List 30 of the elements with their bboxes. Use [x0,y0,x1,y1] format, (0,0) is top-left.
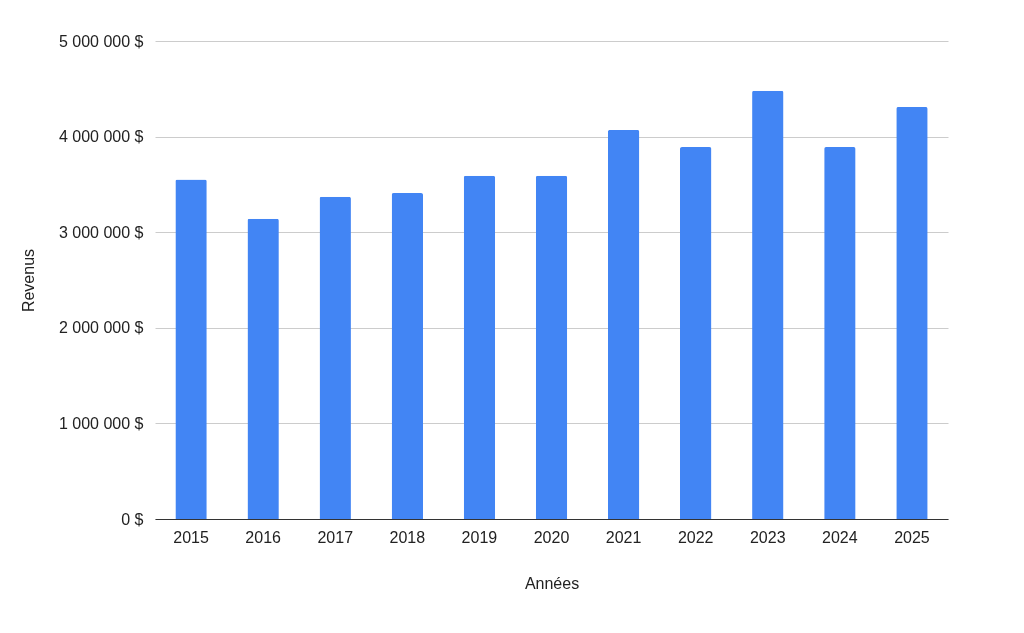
x-tick-label: 2020 [533,528,570,546]
bar [319,196,351,519]
bar [607,129,640,519]
y-axis-title: Revenus [19,248,37,313]
y-tick-label: 5 000 000 $ [58,32,144,50]
bar [463,175,496,519]
bar [175,179,207,519]
y-tick-label: 3 000 000 $ [58,223,144,241]
x-tick-label: 2021 [605,528,642,546]
bar [824,147,856,519]
x-tick-label: 2025 [894,528,930,546]
bar [535,175,568,519]
x-tick-label: 2015 [173,528,209,546]
bar [752,90,784,519]
x-tick-label: 2022 [677,528,714,546]
bar [391,193,424,519]
bar [679,147,712,519]
x-tick-label: 2018 [389,528,426,546]
y-tick-label: 2 000 000 $ [58,319,144,337]
x-tick-label: 2017 [317,528,354,546]
bar [247,218,279,519]
x-tick-label: 2024 [822,528,858,546]
x-tick-label: 2016 [245,528,282,546]
y-tick-label: 4 000 000 $ [58,128,144,146]
x-tick-label: 2023 [749,528,786,546]
bar [896,106,928,519]
y-tick-label: 0 $ [121,510,144,528]
y-tick-label: 1 000 000 $ [58,414,144,432]
x-tick-label: 2019 [461,528,498,546]
x-axis-title: Années [524,574,580,592]
